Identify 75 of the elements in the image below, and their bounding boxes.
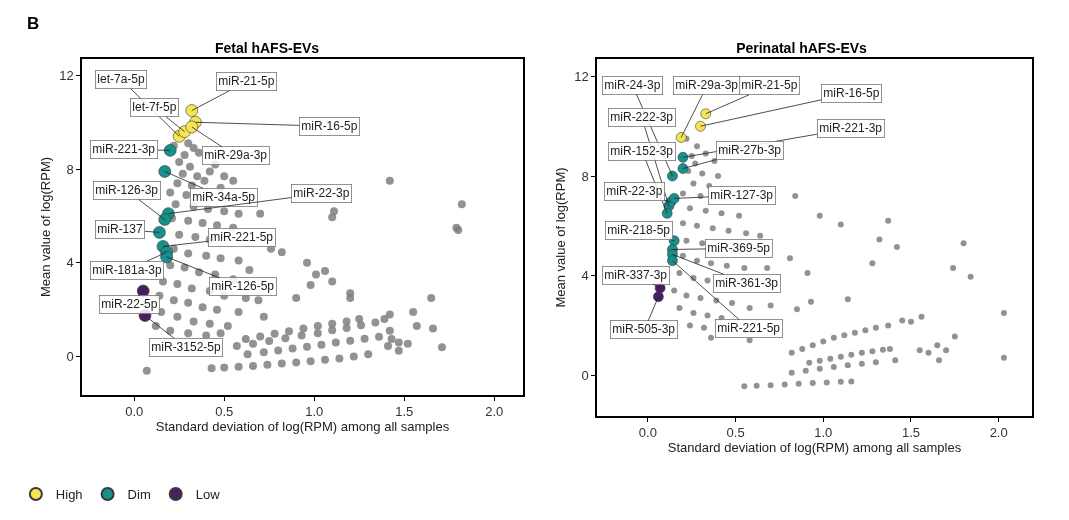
annotation: miR-29a-3p (204, 148, 268, 163)
annotation: miR-221-3p (819, 121, 883, 136)
y-tick-label: 8 (66, 161, 74, 177)
point (185, 104, 199, 117)
annotation: miR-137 (97, 222, 143, 237)
x-axis-title: Standard deviation of log(RPM) among all samples (155, 419, 450, 435)
x-tick-label: 1.0 (814, 425, 833, 441)
annotation: miR-221-5p (210, 230, 274, 245)
legend-label: Dim (127, 487, 151, 503)
x-axis-title: Standard deviation of log(RPM) among all samples (667, 440, 962, 456)
x-tick-label: 0.0 (638, 425, 657, 441)
y-tick-label: 4 (581, 268, 589, 284)
x-tick-label: 0.5 (215, 404, 234, 420)
point (661, 208, 673, 219)
point (677, 152, 689, 163)
annotation: let-7a-5p (97, 72, 145, 87)
annotation: miR-3152-5p (151, 340, 221, 355)
point (695, 120, 706, 132)
point (185, 120, 199, 134)
chart-title: Perinatal hAFS-EVs (736, 40, 868, 56)
x-tick-label: 1.5 (395, 404, 414, 420)
legend-label: High (55, 487, 83, 503)
point (158, 165, 172, 178)
annotation: miR-34a-5p (192, 190, 256, 205)
annotation: miR-22-5p (101, 297, 158, 312)
annotation: miR-21-5p (741, 78, 798, 93)
annotation: miR-24-3p (604, 78, 661, 93)
annotation: miR-222-3p (610, 110, 674, 125)
annotation: miR-21-5p (218, 74, 275, 89)
y-tick-label: 8 (581, 168, 589, 184)
point (700, 108, 712, 120)
point (653, 291, 664, 303)
x-tick-label: 0.0 (125, 404, 144, 420)
y-axis-title: Mean value of log(RPM) (37, 156, 53, 298)
annotation: miR-27b-3p (718, 143, 782, 158)
point (667, 255, 678, 266)
annotation: miR-29a-3p (675, 78, 739, 93)
y-tick-label: 0 (581, 367, 589, 383)
legend-label: Low (195, 487, 221, 503)
annotation: miR-126-3p (95, 183, 159, 198)
y-tick-label: 12 (574, 68, 589, 84)
x-tick-label: 1.5 (901, 425, 921, 441)
y-tick-label: 12 (59, 67, 74, 83)
annotation: miR-361-3p (715, 276, 779, 291)
annotation: miR-152-3p (610, 144, 674, 159)
annotation: miR-126-5p (211, 279, 275, 294)
y-tick-label: 0 (66, 349, 74, 365)
y-tick-label: 4 (66, 255, 74, 271)
point (677, 163, 689, 174)
chart-title: Fetal hAFS-EVs (214, 40, 320, 56)
x-tick-label: 1.0 (305, 404, 324, 420)
annotation: miR-221-5p (717, 321, 781, 336)
annotation: miR-221-3p (92, 142, 156, 157)
annotation: miR-22-3p (606, 184, 663, 199)
text: B (27, 14, 40, 33)
annotation: miR-337-3p (604, 268, 668, 283)
point (668, 193, 680, 204)
point (163, 144, 177, 157)
x-tick-label: 2.0 (485, 404, 504, 420)
annotation: miR-369-5p (707, 241, 771, 256)
annotation: miR-181a-3p (92, 263, 162, 278)
point (158, 213, 172, 226)
annotation: miR-218-5p (607, 223, 671, 238)
x-tick-label: 0.5 (726, 425, 745, 441)
annotation: miR-22-3p (293, 186, 350, 201)
point (153, 226, 166, 239)
annotation: let-7f-5p (132, 100, 177, 115)
y-axis-title: Mean value of log(RPM) (552, 167, 568, 308)
annotation: miR-505-3p (612, 322, 676, 337)
annotation: miR-16-5p (301, 119, 358, 134)
point (675, 132, 687, 143)
annotation: miR-16-5p (823, 86, 880, 101)
point (667, 170, 678, 182)
x-tick-label: 2.0 (989, 425, 1008, 441)
annotation: miR-127-3p (710, 188, 774, 203)
